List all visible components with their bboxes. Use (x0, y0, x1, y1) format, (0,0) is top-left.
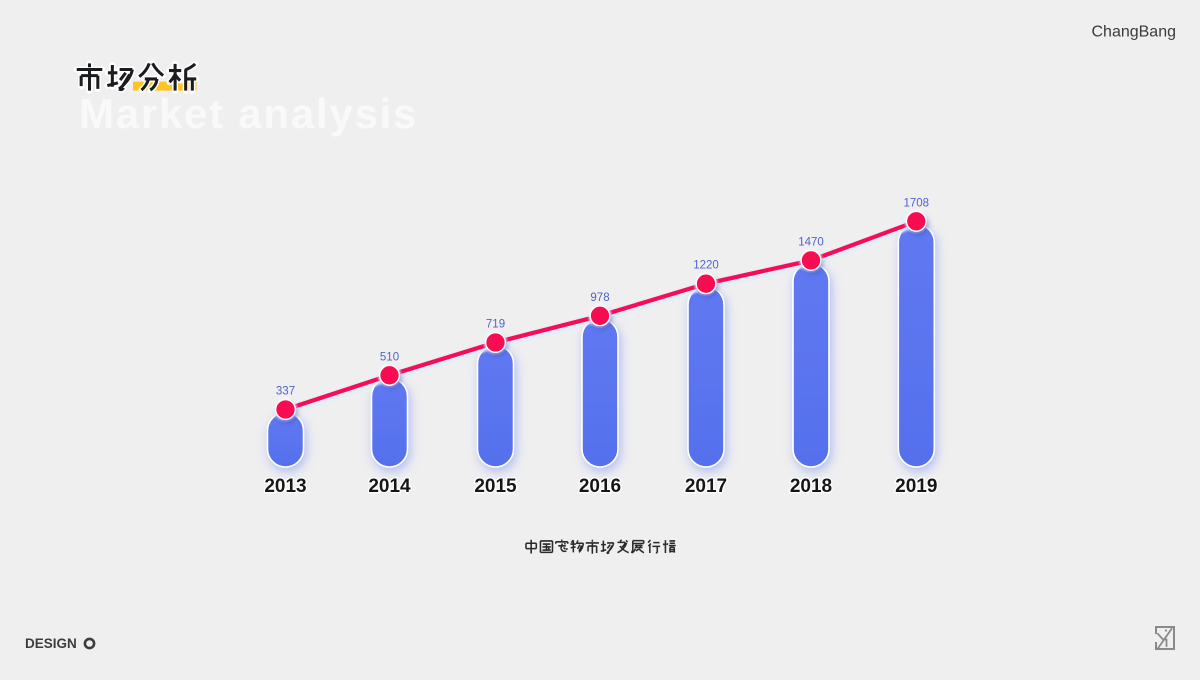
svg-text:337: 337 (276, 386, 295, 398)
svg-text:978: 978 (590, 292, 609, 304)
svg-text:2014: 2014 (368, 476, 411, 497)
svg-text:2019: 2019 (895, 476, 937, 497)
svg-text:ChangBang: ChangBang (1091, 24, 1176, 41)
svg-text:DESIGN: DESIGN (25, 636, 77, 651)
svg-text:2017: 2017 (685, 476, 727, 497)
svg-text:Market analysis: Market analysis (79, 90, 418, 137)
svg-text:2015: 2015 (474, 476, 517, 497)
svg-text:719: 719 (486, 319, 505, 331)
svg-text:2018: 2018 (790, 476, 832, 497)
svg-text:1708: 1708 (904, 197, 930, 209)
svg-text:2016: 2016 (579, 476, 621, 497)
svg-text:2013: 2013 (264, 476, 306, 497)
svg-text:510: 510 (380, 351, 399, 363)
svg-text:1470: 1470 (798, 236, 824, 248)
svg-text:1220: 1220 (693, 260, 719, 272)
